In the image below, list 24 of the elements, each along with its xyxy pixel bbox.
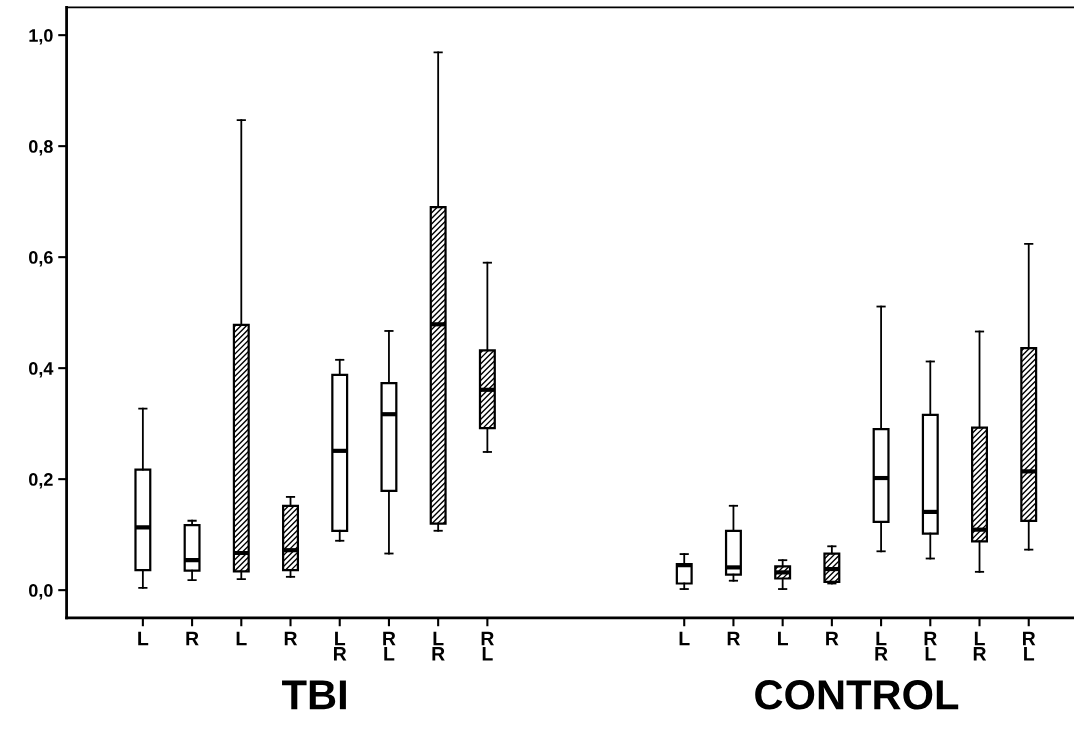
x-tick-label: R L (481, 631, 494, 661)
y-tick-label: 0,8 (29, 140, 53, 156)
y-tick-label: 1,0 (29, 29, 53, 45)
text: CONTROL (755, 680, 959, 710)
x-tick-label: R L (1023, 631, 1036, 661)
y-tick-label: 0,0 (29, 584, 53, 600)
x-tick-label: R (284, 631, 298, 646)
y-tick-label: 0,6 (29, 251, 53, 267)
x-tick-label: L (778, 631, 788, 646)
x-tick-label: L (236, 631, 247, 646)
y-tick-label: 0,4 (29, 362, 54, 378)
x-tick-label: L R (973, 631, 987, 661)
x-tick-label: R L (383, 631, 396, 661)
x-tick-label: R (727, 631, 741, 646)
y-tick-label: 0,2 (29, 473, 53, 489)
x-tick-label: R L (924, 631, 937, 661)
x-tick-label: R (826, 631, 839, 646)
x-tick-label: L R (875, 631, 888, 661)
x-tick-label: R (186, 631, 199, 646)
text: TBI (282, 680, 346, 710)
x-tick-label: L (138, 631, 149, 646)
x-tick-label: L (679, 631, 690, 646)
x-tick-label: L R (334, 631, 347, 661)
x-tick-label: L R (432, 631, 445, 661)
